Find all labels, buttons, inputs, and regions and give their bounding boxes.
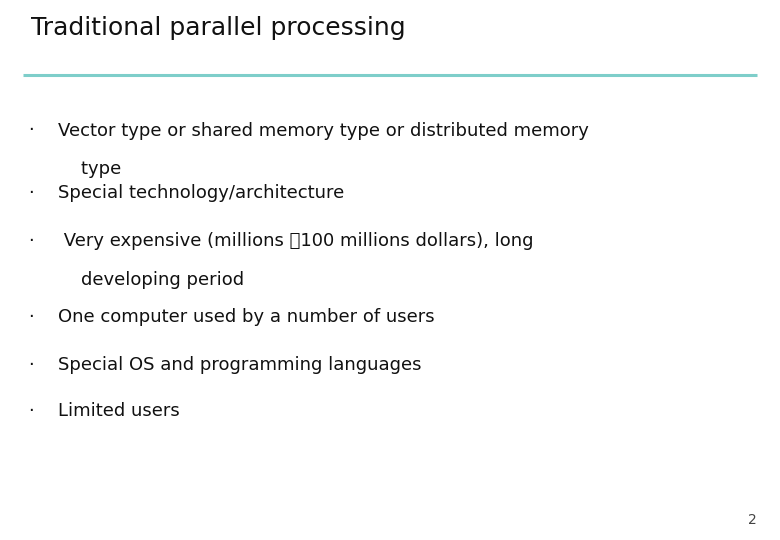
Text: developing period: developing period (58, 271, 245, 289)
Text: ·: · (28, 184, 34, 201)
Text: Vector type or shared memory type or distributed memory: Vector type or shared memory type or dis… (58, 122, 590, 139)
Text: Limited users: Limited users (58, 402, 180, 420)
Text: type: type (58, 160, 122, 178)
Text: One computer used by a number of users: One computer used by a number of users (58, 308, 435, 326)
Text: Very expensive (millions ～100 millions dollars), long: Very expensive (millions ～100 millions d… (58, 232, 534, 250)
Text: ·: · (28, 356, 34, 374)
Text: 2: 2 (748, 512, 757, 526)
Text: ·: · (28, 308, 34, 326)
Text: ·: · (28, 402, 34, 420)
Text: ·: · (28, 232, 34, 250)
Text: Traditional parallel processing: Traditional parallel processing (31, 17, 406, 40)
Text: ·: · (28, 122, 34, 139)
Text: Special OS and programming languages: Special OS and programming languages (58, 356, 422, 374)
Text: Special technology/architecture: Special technology/architecture (58, 184, 345, 201)
